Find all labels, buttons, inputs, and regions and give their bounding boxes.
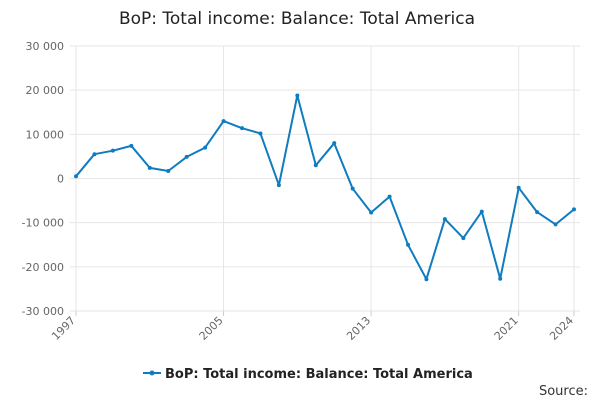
x-tick-label: 1997 [49,314,78,343]
y-tick-label: 20 000 [26,84,65,97]
data-point[interactable] [406,242,410,247]
y-tick-label: 0 [57,173,64,186]
x-axis: 1997 2005 2013 2021 2024 [49,311,576,343]
data-point[interactable] [221,119,226,124]
data-point[interactable] [332,141,337,146]
data-point[interactable] [166,168,171,173]
data-point[interactable] [240,126,244,131]
data-point[interactable] [203,145,208,150]
legend-label: BoP: Total income: Balance: Total Americ… [165,367,473,382]
data-point[interactable] [184,154,189,159]
y-tick-label: -30 000 [22,305,64,318]
y-tick-label: -10 000 [22,217,64,230]
data-point[interactable] [295,93,300,98]
x-tick-label: 2024 [547,314,576,343]
x-tick-label: 2005 [197,314,226,343]
y-tick-label: 30 000 [26,40,65,53]
data-point[interactable] [553,222,558,227]
legend-swatch-marker [149,370,155,376]
source-label: Source: [539,384,588,399]
y-axis: 30 000 20 000 10 000 0 -10 000 -20 000 -30 000 [22,40,64,318]
data-point[interactable] [92,152,97,157]
data-point[interactable] [424,277,429,282]
series-line [75,94,575,281]
data-point[interactable] [129,143,134,148]
data-point[interactable] [258,131,263,136]
legend: BoP: Total income: Balance: Total Americ… [143,367,473,382]
data-point[interactable] [442,217,447,222]
data-point[interactable] [74,174,78,179]
y-tick-label: -20 000 [22,261,64,274]
data-point[interactable] [147,165,152,170]
gridlines [70,45,580,312]
data-point[interactable] [110,148,115,153]
data-point[interactable] [276,183,281,188]
x-tick-label: 2013 [344,314,373,343]
plot-area [74,93,576,282]
data-point[interactable] [516,185,521,190]
x-tick-label: 2021 [492,314,521,343]
data-point[interactable] [350,186,355,191]
data-point[interactable] [535,210,540,215]
data-point[interactable] [498,276,503,281]
data-point[interactable] [387,194,392,199]
y-tick-label: 10 000 [26,128,65,141]
data-point[interactable] [479,209,484,214]
data-point[interactable] [313,163,318,168]
data-point[interactable] [461,236,466,241]
data-point[interactable] [572,207,576,212]
chart-title: BoP: Total income: Balance: Total Americ… [119,9,475,29]
data-point[interactable] [369,210,374,215]
